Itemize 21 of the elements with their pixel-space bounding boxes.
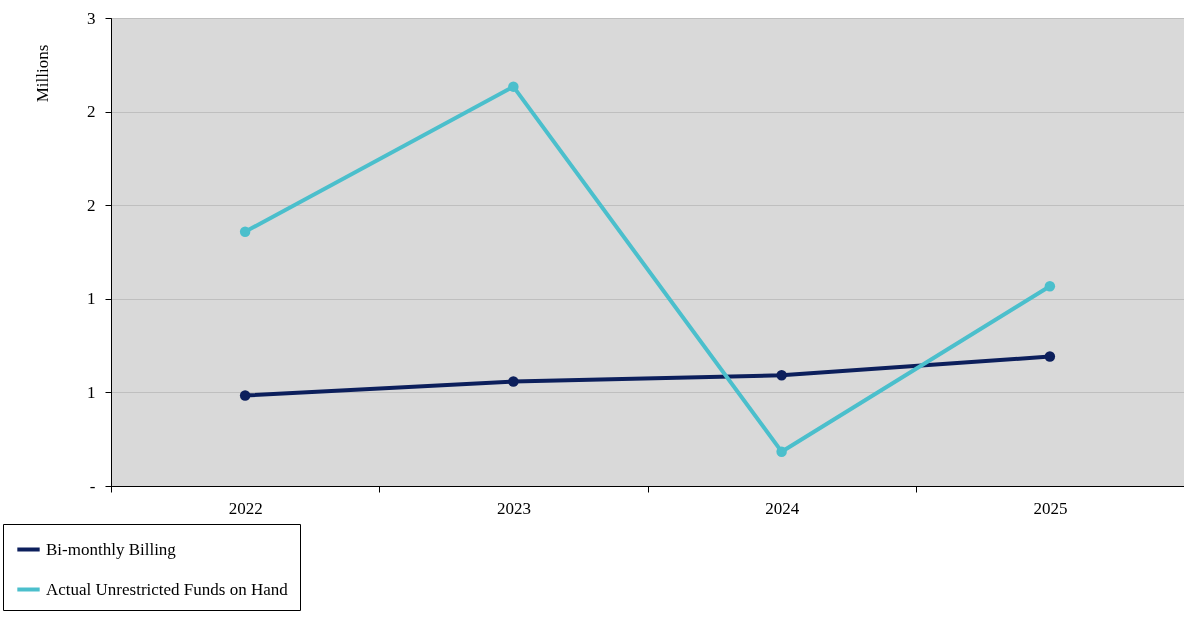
x-tick-label: 2022 [228,498,263,518]
x-tick-label: 2025 [1033,498,1068,518]
y-tick-label: 1 [87,382,96,402]
y-tick-label: - [89,476,96,496]
y-tick-label: 2 [87,195,96,215]
point [1044,351,1056,362]
point [1044,281,1056,292]
point [508,376,519,387]
point [776,370,787,381]
legend-label: Bi-monthly Billing [46,539,177,559]
x-tick-label: 2023 [496,498,531,518]
x-tick-label: 2024 [765,498,800,518]
y-axis-title: Millions [32,44,52,103]
y-tick-label: 1 [87,289,96,309]
y-tick-label: 3 [87,8,96,28]
legend-label: Actual Unrestricted Funds on Hand [46,579,289,599]
point [239,226,251,237]
point [776,446,787,457]
point [508,81,519,92]
y-tick-label: 2 [87,102,96,122]
point [239,390,251,401]
